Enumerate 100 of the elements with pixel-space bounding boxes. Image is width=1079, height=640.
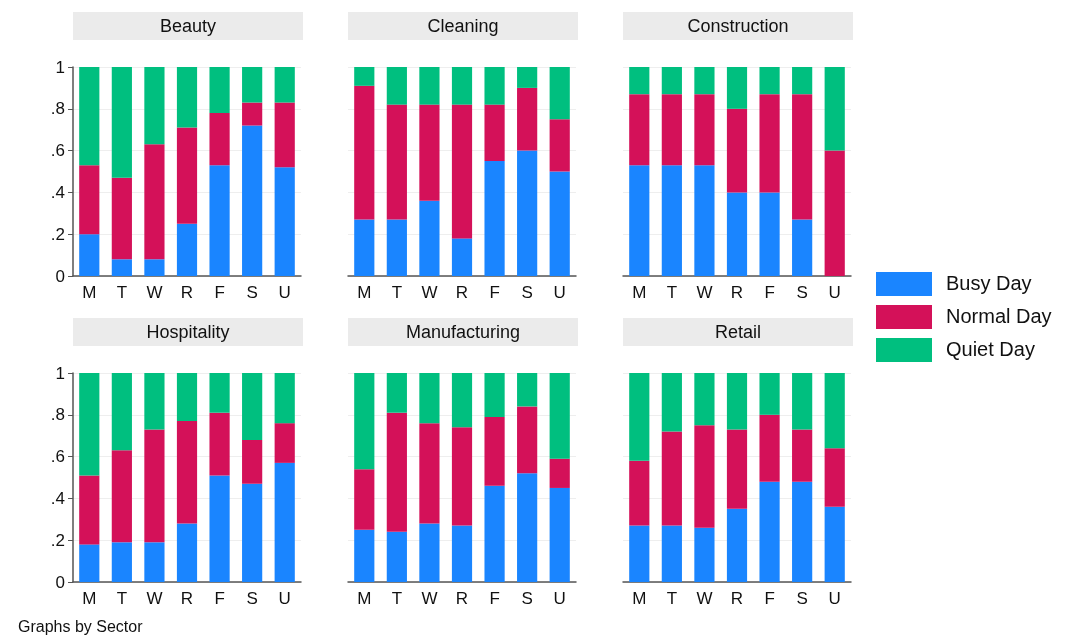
bar (629, 67, 650, 95)
x-tick-label: M (357, 589, 372, 608)
x-tick-label: R (455, 283, 469, 302)
bar (419, 423, 440, 524)
bar (726, 373, 748, 430)
x-tick-label: F (764, 283, 775, 302)
bar (386, 531, 407, 582)
x-tick-label: W (146, 283, 163, 302)
bar (759, 414, 780, 482)
y-tick-label: .8 (50, 99, 65, 119)
bar (824, 150, 845, 276)
bar (549, 67, 570, 120)
x-tick-label: W (421, 283, 438, 302)
bar (824, 448, 845, 507)
bar (549, 373, 570, 459)
bar (824, 506, 845, 582)
bar (824, 373, 845, 449)
x-tick-label: T (391, 589, 403, 608)
bar (629, 525, 650, 582)
bar (242, 67, 263, 103)
bar (111, 450, 132, 543)
bar (242, 102, 263, 126)
bar (144, 373, 165, 430)
bar (354, 529, 375, 582)
bar (629, 165, 650, 276)
bar (354, 85, 375, 220)
bar (144, 429, 165, 543)
bar (386, 219, 407, 276)
bar (694, 527, 715, 582)
bar (484, 67, 505, 105)
x-tick-label: U (278, 283, 291, 302)
y-tick-label: 1 (55, 57, 65, 77)
x-tick-label: M (82, 283, 97, 302)
bar (661, 525, 682, 582)
x-tick-label: S (796, 283, 808, 302)
x-tick-label: R (455, 589, 469, 608)
bar (242, 439, 263, 484)
bar (274, 67, 295, 103)
bar (242, 125, 263, 276)
bar (629, 373, 650, 461)
bar (726, 67, 748, 109)
bar (694, 165, 715, 276)
x-tick-label: W (421, 589, 438, 608)
y-tick-label: .2 (50, 530, 65, 550)
bar (274, 373, 295, 424)
bar (629, 94, 650, 166)
bar (484, 416, 505, 486)
bar (792, 429, 813, 482)
legend-label: Busy Day (946, 272, 1032, 295)
bar (726, 508, 748, 582)
bar (517, 373, 538, 407)
bar (274, 102, 295, 168)
bar (726, 429, 748, 509)
bar (549, 119, 570, 172)
x-tick-label: M (632, 589, 647, 608)
bar (242, 373, 263, 440)
x-tick-label: F (214, 283, 225, 302)
bar (354, 373, 375, 470)
y-tick-label: 1 (55, 363, 65, 383)
legend-label: Normal Day (946, 305, 1052, 328)
x-tick-label: U (278, 589, 291, 608)
y-tick-label: .6 (50, 447, 65, 467)
bar (549, 487, 570, 582)
x-tick-label: M (357, 283, 372, 302)
y-tick-label: .4 (50, 182, 65, 202)
bar (144, 144, 165, 260)
bar (549, 171, 570, 276)
chart-title: Cleaning (348, 12, 578, 40)
x-tick-label: R (730, 283, 744, 302)
bar (726, 192, 748, 276)
bar (176, 421, 198, 524)
bar (111, 542, 132, 582)
bar (209, 373, 230, 413)
x-tick-label: M (82, 589, 97, 608)
x-tick-label: S (521, 589, 533, 608)
chart-title: Beauty (73, 12, 303, 40)
bar (661, 94, 682, 166)
bar (209, 412, 230, 476)
text: Graphs by Sector (18, 618, 143, 636)
bar (111, 67, 132, 178)
y-tick-label: 0 (55, 572, 65, 592)
bar (759, 373, 780, 415)
x-tick-label: S (796, 589, 808, 608)
bar (209, 165, 230, 276)
bar (209, 112, 230, 166)
x-tick-label: U (828, 589, 841, 608)
bar (176, 67, 198, 128)
chart-title: Manufacturing (348, 318, 578, 346)
bar (176, 523, 198, 582)
chart-title: Construction (623, 12, 853, 40)
bar (661, 373, 682, 432)
x-tick-label: T (666, 283, 678, 302)
bar (354, 219, 375, 276)
bar (111, 373, 132, 451)
bar (517, 406, 538, 474)
bar (111, 259, 132, 276)
x-tick-label: F (764, 589, 775, 608)
bar (759, 481, 780, 582)
bar (419, 104, 440, 201)
bar (759, 192, 780, 276)
